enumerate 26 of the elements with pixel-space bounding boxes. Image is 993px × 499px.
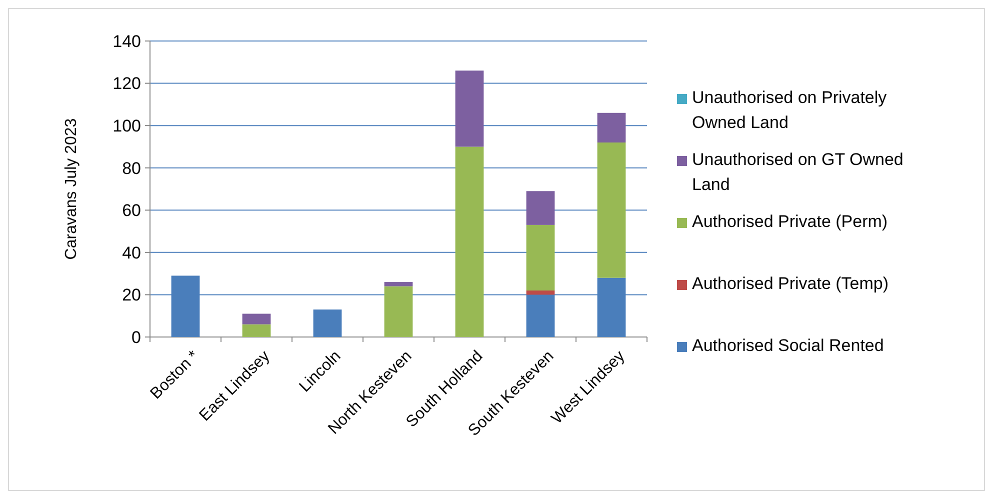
bar [526, 224, 555, 290]
y-tick-label: 60 [122, 201, 141, 220]
bar [526, 290, 555, 295]
bar [242, 314, 271, 324]
bar [597, 112, 626, 142]
legend-label: Authorised Private (Perm) [692, 212, 888, 231]
legend-label: Authorised Social Rented [692, 336, 884, 355]
bar [384, 286, 413, 337]
bar [526, 191, 555, 225]
legend-label: Authorised Private (Temp) [692, 274, 889, 293]
bar [313, 310, 342, 337]
y-tick-label: 0 [132, 328, 141, 347]
bar [455, 70, 484, 147]
legend-label: Unauthorised on GT Owned Land [692, 150, 904, 194]
y-tick-label: 40 [122, 243, 141, 262]
y-tick-label: 140 [112, 32, 141, 51]
y-axis-title: Caravans July 2023 [63, 118, 80, 260]
y-tick-label: 20 [122, 286, 141, 305]
bar [384, 282, 413, 286]
y-tick-label: 100 [112, 116, 141, 136]
bar [242, 324, 271, 337]
y-tick-label: 120 [112, 74, 141, 94]
y-tick-label: 80 [122, 158, 141, 178]
legend-label: Unauthorised on Privately Owned Land [692, 88, 888, 132]
bar [455, 146, 484, 337]
bar [597, 142, 626, 278]
